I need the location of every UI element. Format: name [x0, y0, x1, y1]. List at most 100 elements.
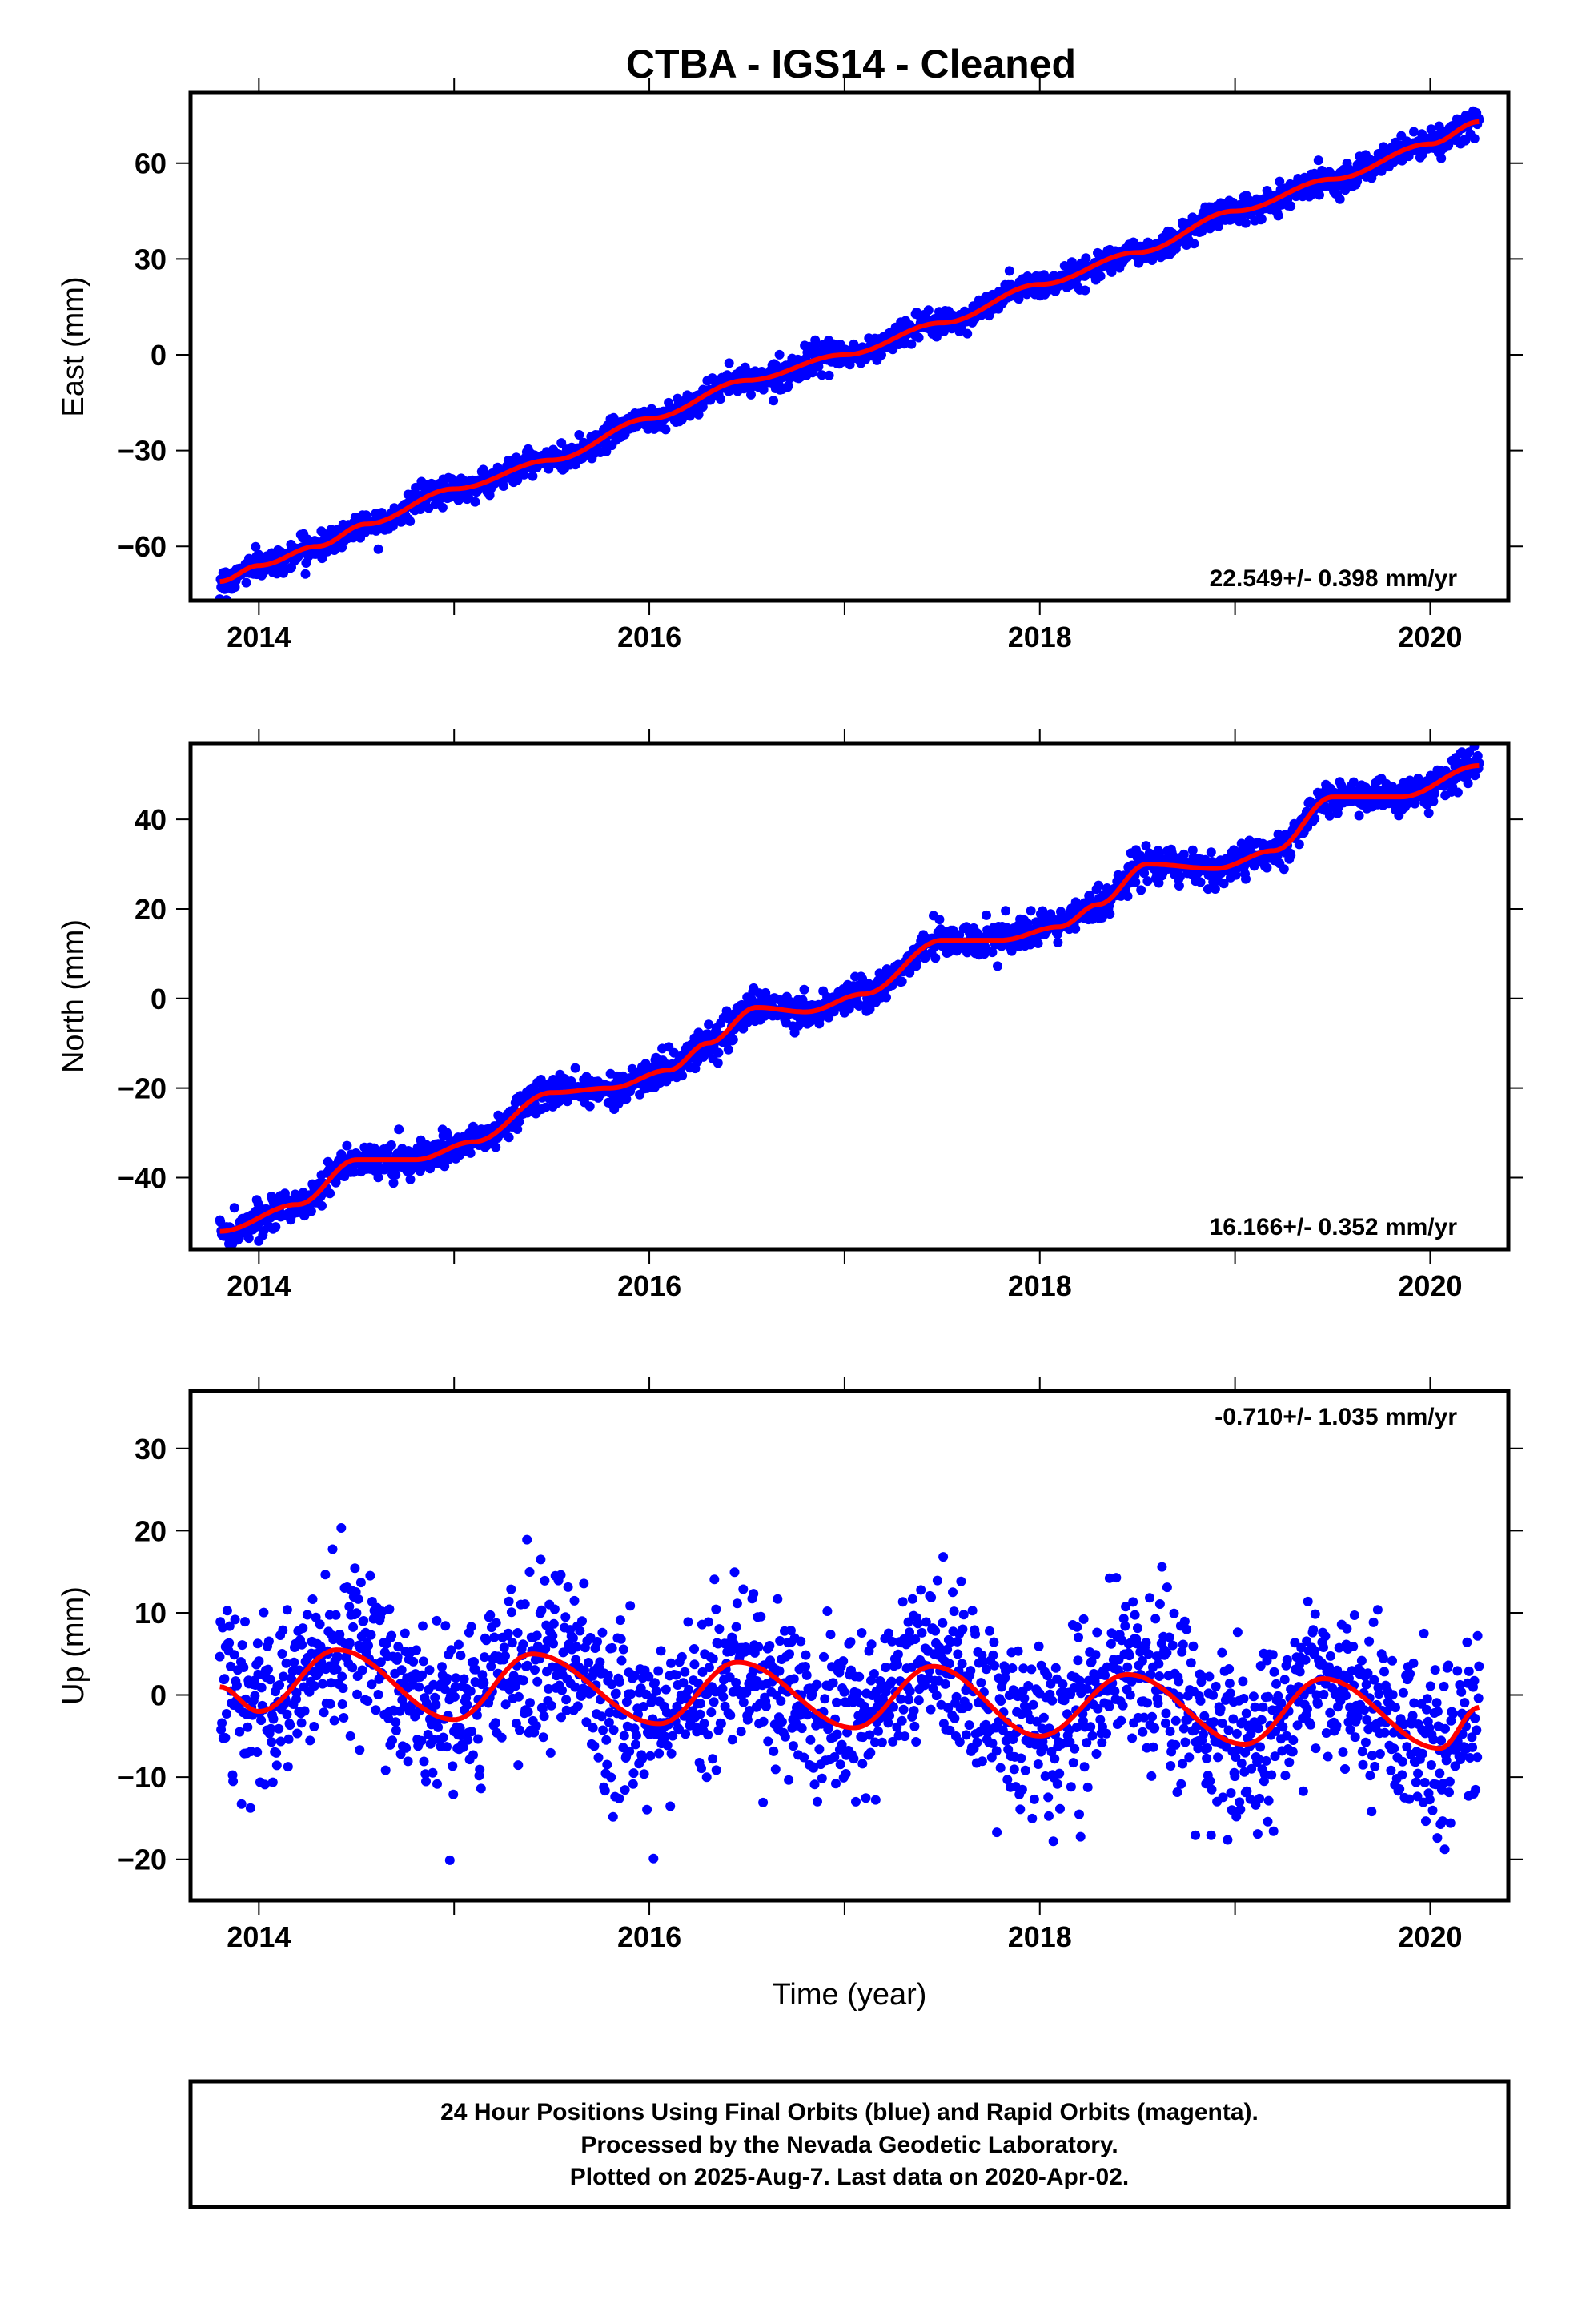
data-point [845, 1637, 856, 1647]
data-point [267, 1777, 278, 1787]
data-point [344, 1638, 355, 1648]
data-point [539, 1711, 549, 1722]
data-point [455, 1723, 465, 1733]
data-point [892, 1722, 902, 1732]
data-point [572, 1701, 583, 1711]
data-point [387, 1735, 397, 1746]
data-point [945, 1725, 955, 1735]
data-point [401, 1743, 412, 1753]
data-point [298, 1623, 308, 1634]
rate-label: 16.166+/- 0.352 mm/yr [1210, 1214, 1458, 1240]
y-tick-label: 20 [135, 893, 167, 926]
data-point [631, 1731, 641, 1741]
data-point [306, 1206, 316, 1216]
data-point [1460, 135, 1471, 146]
data-point [1187, 845, 1198, 855]
data-point [608, 1725, 619, 1735]
data-point [266, 1723, 276, 1734]
data-point [315, 1619, 325, 1630]
data-point [775, 1636, 785, 1646]
data-point [226, 1661, 235, 1671]
data-point [654, 1748, 665, 1759]
data-point [656, 1646, 666, 1656]
data-point [785, 1626, 796, 1636]
data-point [1315, 190, 1324, 200]
data-point [337, 1671, 347, 1682]
data-point [718, 1691, 729, 1702]
data-point [717, 1683, 728, 1694]
data-point [897, 1715, 907, 1726]
data-point [283, 1762, 293, 1772]
data-point [584, 1101, 595, 1112]
data-point [348, 1622, 359, 1632]
data-point [809, 1763, 818, 1773]
data-point [478, 464, 488, 475]
data-point [386, 1140, 396, 1150]
data-point [883, 1718, 893, 1728]
data-point [898, 1704, 909, 1715]
data-point [518, 1639, 528, 1650]
data-point [254, 1656, 264, 1667]
data-point [625, 1601, 636, 1611]
data-point [556, 1570, 566, 1580]
plot-frame [188, 741, 1511, 1252]
data-point [1014, 294, 1024, 304]
data-point [1195, 877, 1206, 887]
data-point [1174, 871, 1185, 882]
data-point [1004, 266, 1014, 276]
data-point [819, 1651, 829, 1662]
data-point [893, 1649, 903, 1659]
data-point [1430, 788, 1439, 798]
data-point [704, 1019, 714, 1030]
data-point [574, 430, 584, 440]
data-point [1469, 134, 1480, 143]
x-tick-label: 2016 [617, 621, 681, 653]
data-point [440, 1621, 451, 1631]
data-point [699, 1719, 709, 1728]
data-point [788, 1741, 798, 1751]
data-point [418, 1621, 428, 1631]
data-point [299, 1706, 310, 1716]
data-point [1273, 211, 1283, 221]
data-point [666, 1748, 677, 1759]
data-point [809, 1779, 820, 1790]
data-point [951, 1691, 962, 1702]
data-point [500, 1651, 510, 1661]
data-point [661, 1684, 671, 1695]
data-point [814, 1744, 825, 1755]
data-point [359, 1616, 369, 1626]
data-point [373, 1172, 383, 1183]
data-point [271, 1760, 282, 1771]
data-point [926, 1592, 937, 1602]
data-point [1203, 884, 1213, 895]
data-point [577, 1616, 587, 1626]
data-point [801, 1670, 812, 1680]
data-point [1335, 194, 1345, 204]
data-point [581, 1717, 592, 1727]
data-point [896, 1694, 906, 1704]
data-point [628, 1779, 638, 1789]
data-point [938, 1618, 948, 1628]
data-point [440, 1684, 450, 1695]
data-point [471, 1664, 481, 1675]
data-point [888, 1736, 898, 1747]
y-tick-label: −20 [118, 1072, 167, 1105]
data-point [373, 544, 383, 554]
data-point [357, 1665, 367, 1675]
data-point [808, 368, 817, 378]
data-point [993, 961, 1002, 971]
data-point [642, 1804, 652, 1815]
data-point [714, 1624, 725, 1634]
data-point [518, 1675, 528, 1686]
data-point [300, 569, 311, 579]
data-point [668, 1731, 678, 1741]
data-point [618, 1644, 628, 1655]
data-point [437, 1662, 447, 1672]
data-point [738, 1584, 749, 1594]
data-point [523, 1707, 533, 1717]
data-point [1324, 810, 1335, 821]
data-point [909, 1706, 919, 1716]
data-point [1095, 271, 1106, 281]
plot-frame [188, 90, 1511, 603]
